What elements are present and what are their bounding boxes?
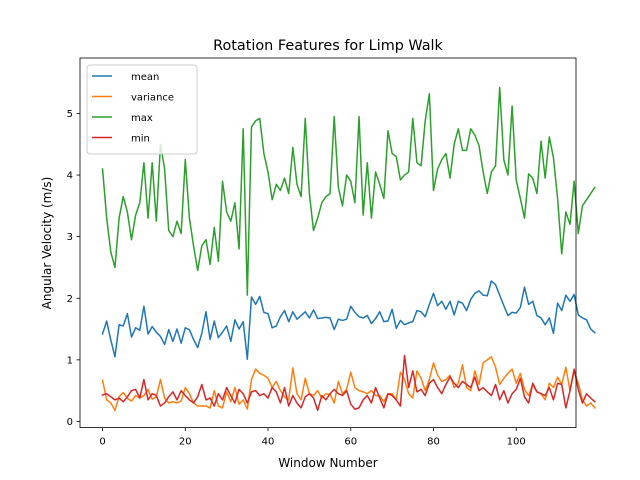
plot-area	[79, 57, 596, 429]
x-tick-label: 20	[179, 437, 192, 448]
x-tick-label: 0	[99, 437, 105, 448]
legend-box	[86, 64, 198, 155]
series-line-mean	[101, 280, 596, 360]
y-tick-label: 3	[67, 232, 73, 243]
y-axis-label: Angular Velocity (m/s)	[40, 177, 54, 310]
legend: mean variance max min	[86, 64, 198, 155]
series-line-min	[101, 354, 596, 412]
x-axis: 0 20 40 60 80 100	[99, 427, 526, 448]
y-tick-label: 4	[67, 171, 73, 182]
legend-label-min: min	[131, 134, 150, 145]
y-tick-label: 2	[67, 294, 73, 305]
x-tick-label: 100	[507, 437, 526, 448]
plot-frame	[79, 57, 577, 429]
y-tick-label: 0	[67, 417, 73, 428]
legend-label-mean: mean	[131, 72, 159, 83]
legend-label-variance: variance	[131, 93, 174, 104]
chart-title: Rotation Features for Limp Walk	[213, 38, 443, 54]
x-axis-label: Window Number	[278, 456, 377, 470]
x-tick-label: 80	[427, 437, 440, 448]
y-tick-label: 5	[67, 109, 73, 120]
series-line-variance	[101, 356, 596, 412]
x-tick-label: 40	[262, 437, 275, 448]
legend-label-max: max	[131, 113, 153, 124]
y-tick-label: 1	[67, 355, 73, 366]
series-layer	[101, 86, 596, 412]
y-axis: 0 1 2 3 4 5	[67, 109, 80, 428]
series-line-max	[101, 86, 596, 296]
x-tick-label: 60	[344, 437, 357, 448]
